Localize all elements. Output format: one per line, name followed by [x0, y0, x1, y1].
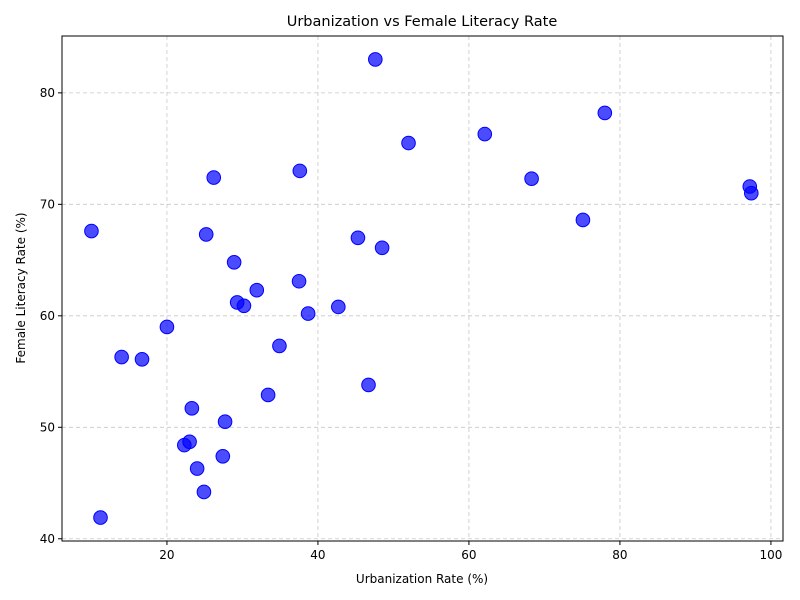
- y-tick-label: 40: [40, 532, 55, 546]
- scatter-point: [177, 437, 192, 453]
- scatter-point: [524, 171, 539, 186]
- y-tick-label: 60: [40, 309, 55, 323]
- x-tick-label: 60: [461, 548, 476, 562]
- scatter-point: [206, 170, 222, 185]
- scatter-point: [331, 299, 346, 315]
- grid-lines: [62, 36, 783, 541]
- scatter-point: [260, 387, 276, 403]
- scatter-point: [575, 212, 591, 228]
- data-points: [84, 52, 759, 525]
- y-tick-label: 70: [40, 197, 55, 211]
- scatter-point: [184, 401, 200, 416]
- x-axis-label: Urbanization Rate (%): [356, 572, 488, 586]
- scatter-point: [114, 349, 129, 365]
- y-axis-label: Female Literacy Rate (%): [14, 212, 28, 363]
- scatter-point: [159, 319, 175, 335]
- scatter-point: [368, 52, 383, 67]
- scatter-point: [477, 126, 493, 142]
- x-axis-ticks: 20 40 60 80 100: [159, 541, 782, 562]
- chart-title: Urbanization vs Female Literacy Rate: [287, 14, 558, 30]
- scatter-point: [189, 461, 205, 476]
- scatter-point: [597, 105, 613, 121]
- scatter-point: [292, 163, 308, 179]
- y-axis-ticks: 40 50 60 70 80: [40, 86, 62, 546]
- scatter-point: [291, 273, 307, 289]
- scatter-point: [217, 414, 233, 430]
- scatter-point: [236, 298, 252, 314]
- scatter-point: [84, 223, 99, 239]
- x-tick-label: 80: [612, 548, 627, 562]
- scatter-point: [134, 351, 150, 367]
- scatter-point: [226, 255, 242, 270]
- scatter-point: [743, 185, 759, 201]
- scatter-point: [93, 510, 108, 525]
- scatter-point: [361, 377, 376, 393]
- scatter-point: [272, 338, 287, 354]
- scatter-point: [350, 230, 366, 246]
- x-tick-label: 20: [159, 548, 174, 562]
- y-tick-label: 80: [40, 86, 55, 100]
- scatter-point: [196, 484, 212, 500]
- y-tick-label: 50: [40, 420, 55, 434]
- scatter-point: [215, 448, 231, 464]
- x-tick-label: 100: [759, 548, 782, 562]
- scatter-point: [374, 240, 390, 256]
- axes-frame: [61, 35, 784, 542]
- scatter-point: [249, 282, 265, 298]
- scatter-point: [300, 306, 316, 321]
- scatter-point: [401, 135, 416, 151]
- scatter-point: [198, 227, 214, 242]
- x-tick-label: 40: [310, 548, 325, 562]
